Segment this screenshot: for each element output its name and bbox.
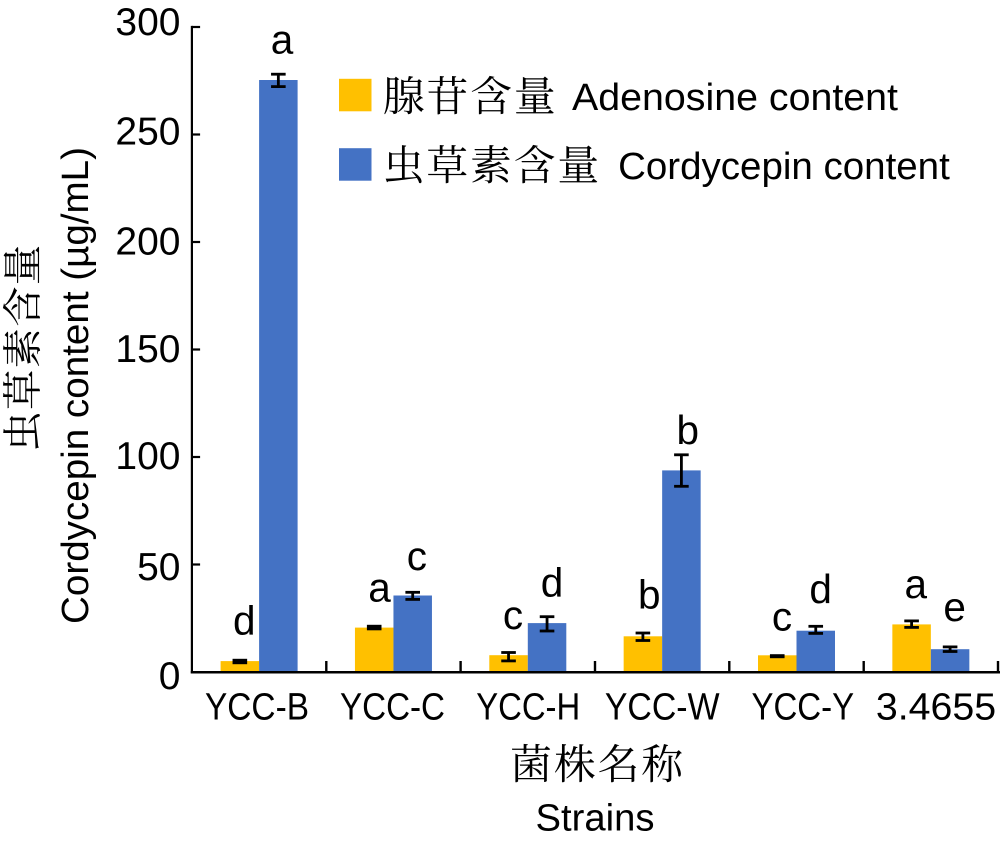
svg-text:YCC-W: YCC-W	[605, 686, 720, 728]
svg-text:b: b	[638, 572, 661, 618]
svg-text:c: c	[772, 593, 792, 639]
svg-text:c: c	[503, 592, 523, 638]
svg-text:250: 250	[115, 110, 180, 153]
svg-text:3.4655: 3.4655	[876, 686, 996, 728]
svg-text:YCC-C: YCC-C	[340, 686, 445, 728]
svg-text:YCC-H: YCC-H	[476, 686, 580, 728]
svg-text:d: d	[809, 566, 832, 612]
svg-text:YCC-Y: YCC-Y	[752, 686, 855, 728]
svg-text:YCC-B: YCC-B	[205, 686, 309, 728]
svg-text:50: 50	[137, 546, 180, 589]
svg-text:a: a	[368, 564, 391, 610]
svg-text:d: d	[541, 560, 564, 606]
svg-text:a: a	[905, 561, 928, 607]
svg-text:e: e	[943, 584, 966, 630]
svg-text:a: a	[271, 16, 294, 62]
svg-text:Cordycepin content (µg/mL): Cordycepin content (µg/mL)	[55, 147, 97, 624]
svg-text:150: 150	[115, 328, 180, 371]
svg-text:d: d	[233, 598, 256, 644]
svg-text:Cordycepin content: Cordycepin content	[618, 146, 950, 188]
svg-text:Strains: Strains	[536, 797, 655, 839]
svg-text:c: c	[407, 533, 427, 579]
svg-text:300: 300	[115, 1, 180, 44]
svg-text:b: b	[677, 407, 700, 453]
svg-text:Adenosine content: Adenosine content	[572, 77, 898, 119]
svg-text:200: 200	[115, 221, 180, 264]
svg-text:0: 0	[159, 655, 181, 698]
svg-text:100: 100	[115, 435, 180, 478]
